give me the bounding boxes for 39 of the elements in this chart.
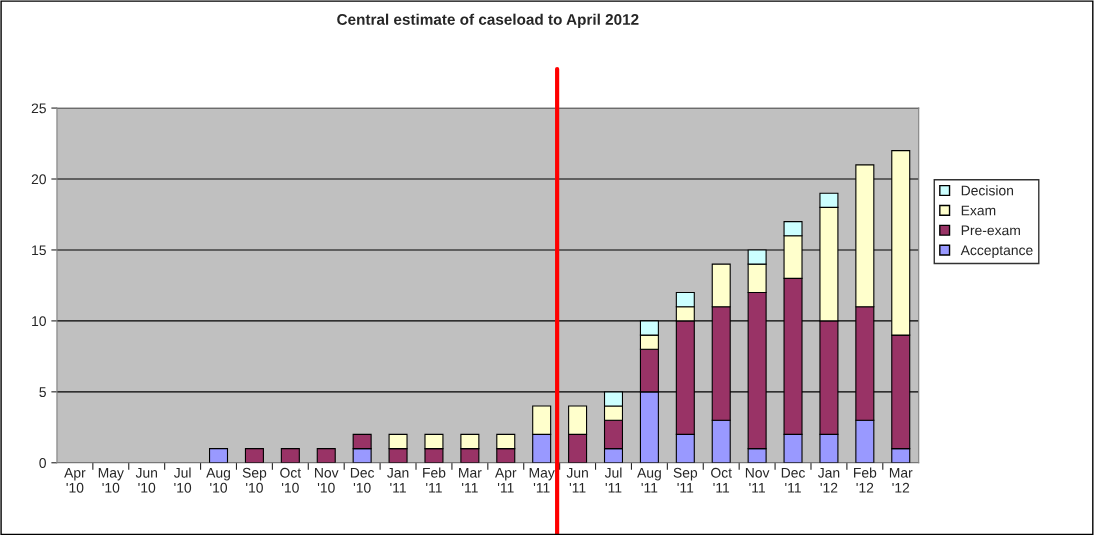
bar (316, 448, 336, 463)
x-tick-label: Aug '11 (637, 468, 661, 493)
x-tick-label: Aug '10 (206, 468, 230, 493)
x-tick-label: May '10 (98, 468, 124, 493)
x-tick-label: Dec '10 (350, 468, 375, 493)
x-tick-label: Dec '11 (781, 468, 806, 493)
x-tick-label: Jan '12 (817, 468, 840, 493)
x-tick-label: Sep '11 (673, 467, 698, 493)
chart-title: Central estimate of caseload to April 2012 (337, 13, 639, 28)
x-tick-label: Oct '10 (280, 467, 302, 493)
x-tick-label: Jan '11 (387, 468, 409, 493)
bar (208, 448, 229, 463)
x-tick-label: Jul '11 (604, 467, 622, 493)
x-tick-label: May '11 (529, 468, 555, 493)
x-tick-label: Feb '11 (423, 467, 446, 493)
y-tick-label: 5 (39, 387, 46, 397)
x-tick-label: Mar '11 (459, 468, 482, 493)
x-tick-label: Feb '12 (854, 467, 877, 493)
x-tick-label: Nov '10 (315, 468, 339, 493)
bar (244, 448, 264, 463)
y-tick-label: 10 (32, 316, 46, 327)
legend-label: Exam (961, 205, 996, 216)
y-tick-label: 25 (31, 103, 46, 114)
y-tick-label: 0 (39, 458, 46, 468)
x-tick-label: Oct '11 (711, 467, 732, 493)
x-tick-label: Nov '11 (745, 468, 770, 493)
legend-label: Acceptance (960, 245, 1033, 258)
bar (280, 448, 300, 463)
x-tick-label: Sep '10 (242, 467, 267, 493)
x-tick-label: Jun '11 (566, 468, 588, 493)
y-tick-label: 15 (32, 245, 46, 256)
x-tick-label: Apr '11 (495, 468, 517, 493)
legend-label: Pre-exam (961, 225, 1020, 236)
x-tick-label: Jun '10 (135, 468, 157, 493)
legend-label: Decision (961, 185, 1014, 196)
x-tick-label: Mar '12 (889, 468, 913, 493)
x-tick-label: Jul '10 (173, 467, 192, 493)
x-tick-label: Apr '10 (64, 468, 86, 493)
y-tick-label: 20 (31, 174, 46, 185)
